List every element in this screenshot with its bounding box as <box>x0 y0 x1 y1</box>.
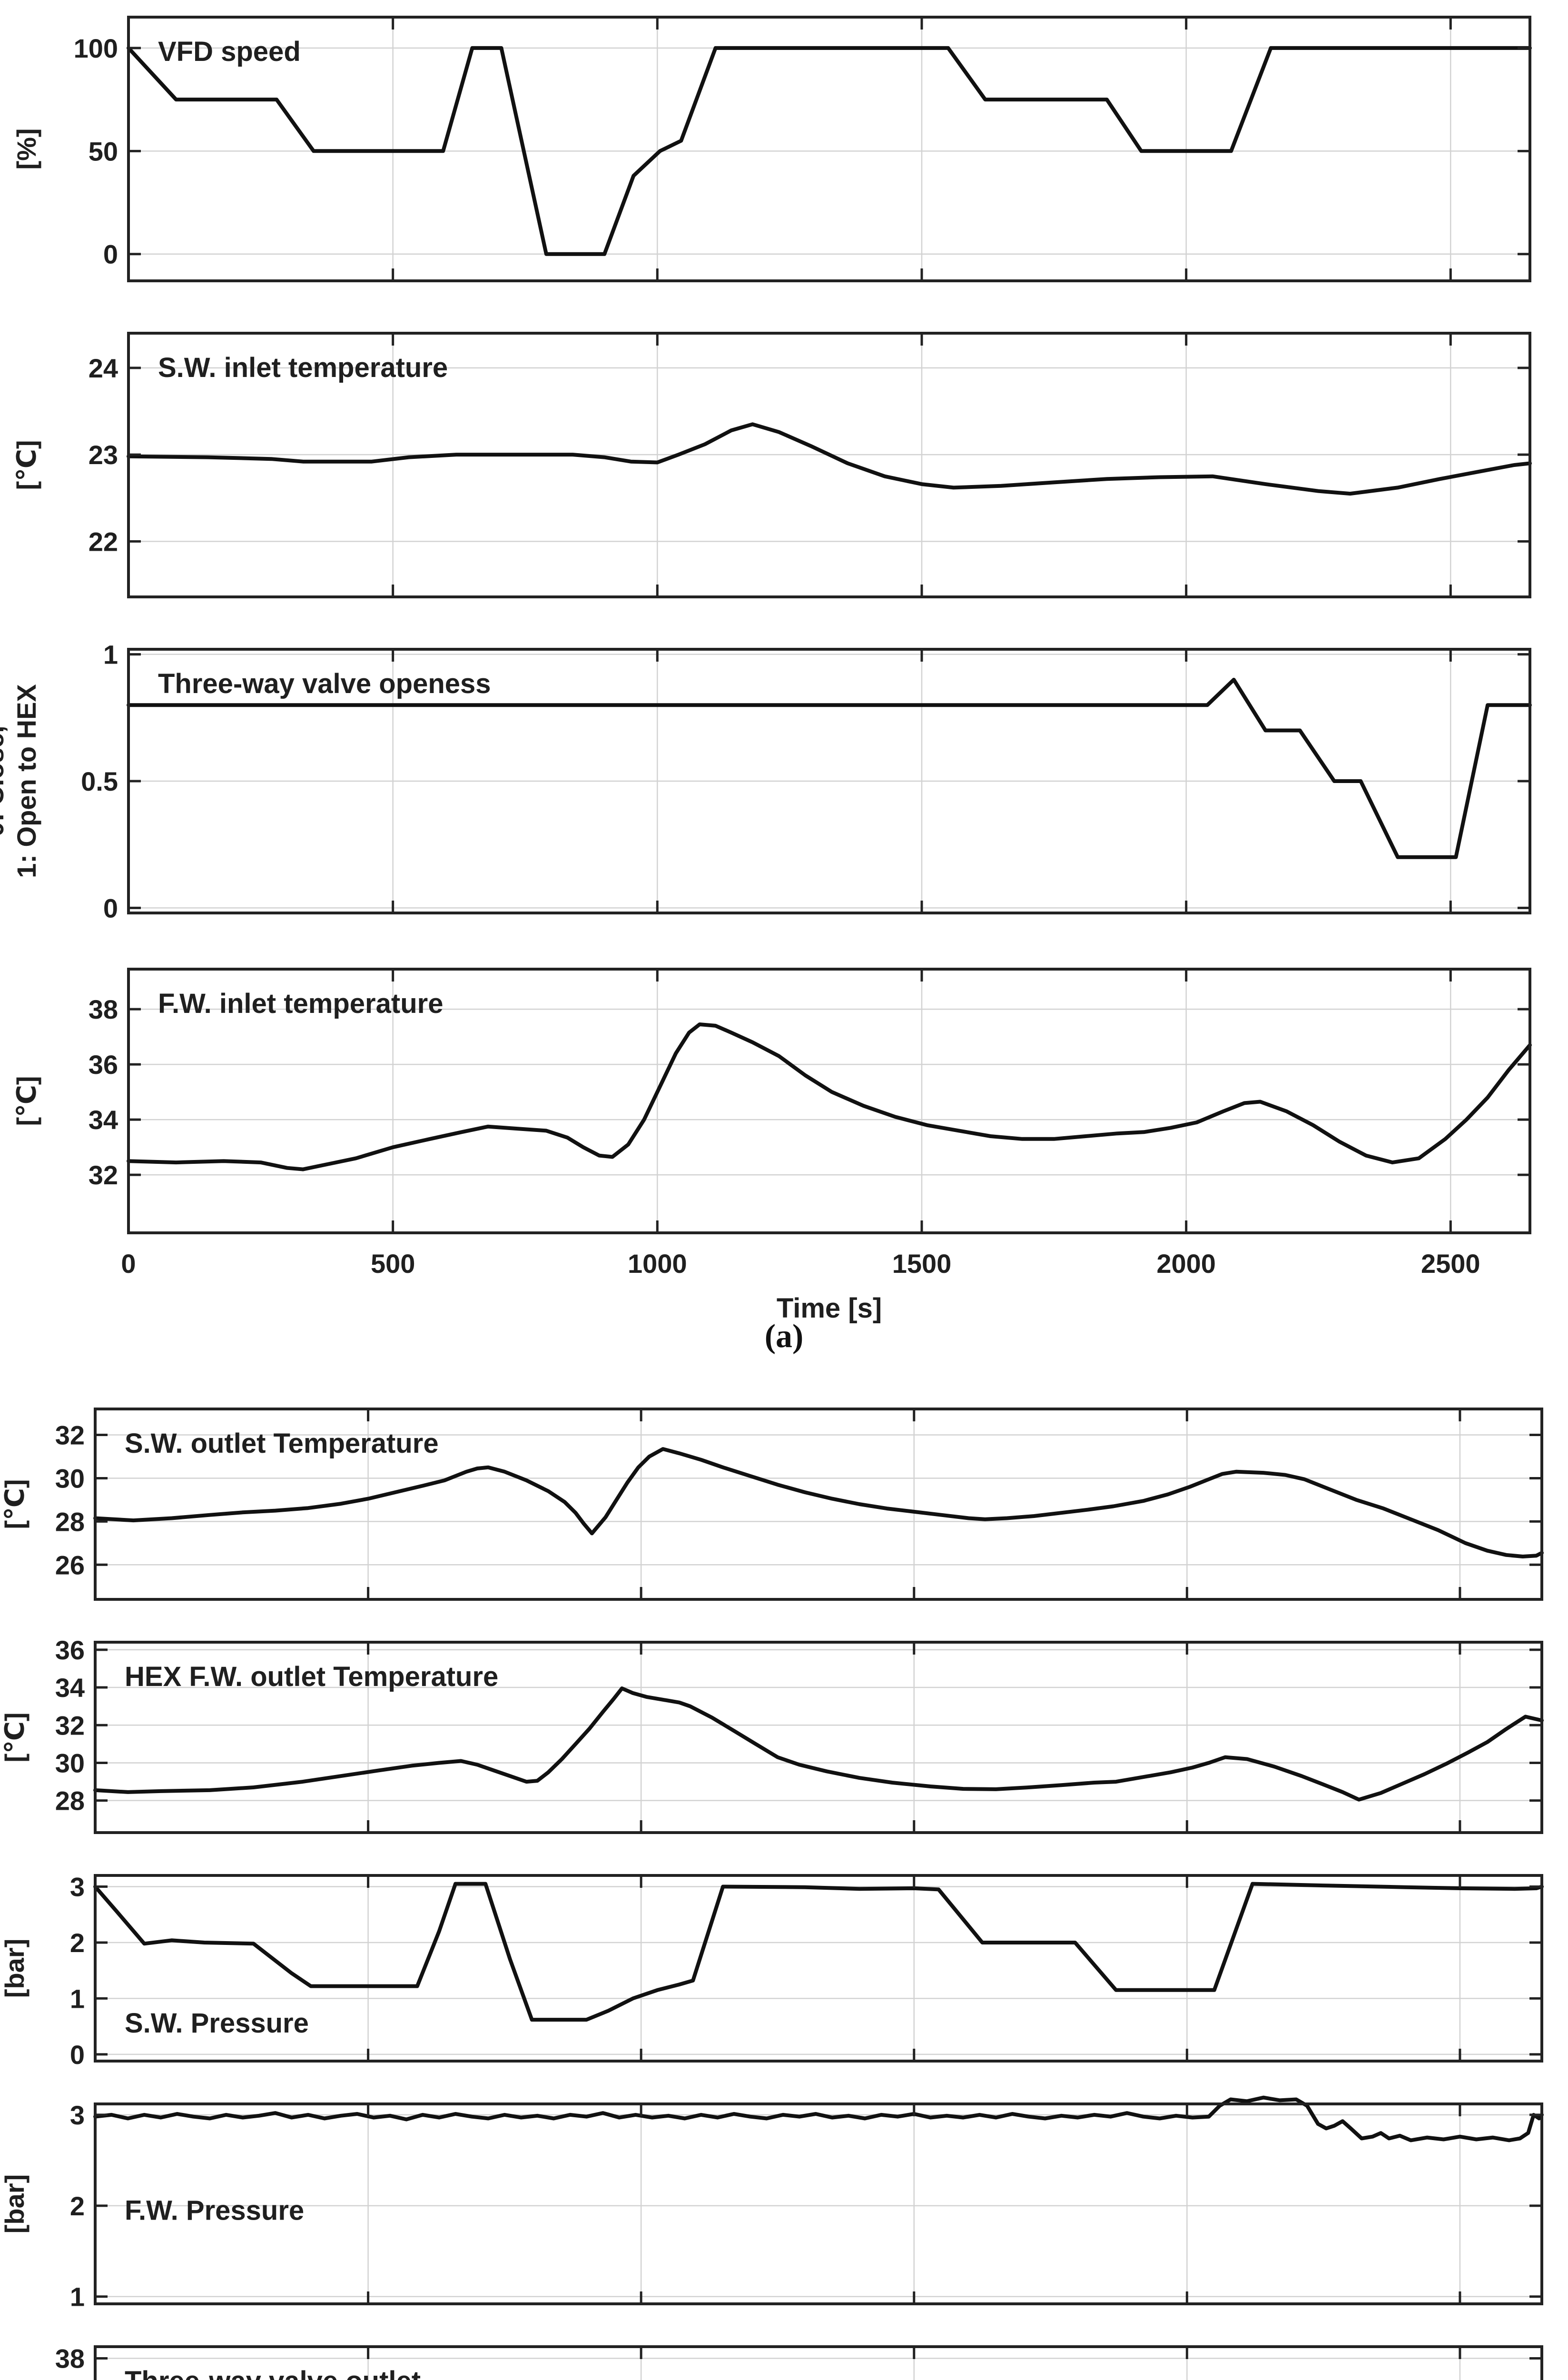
x-tick-label: 500 <box>371 1249 415 1279</box>
x-axis-label: Time [s] <box>777 1293 882 1324</box>
y-tick-label: 22 <box>89 526 118 556</box>
y-tick-label: 30 <box>55 1748 85 1778</box>
sw-inlet-temperature-title: S.W. inlet temperature <box>158 352 448 383</box>
hex-fw-outlet-temperature-title: HEX F.W. outlet Temperature <box>125 1661 498 1692</box>
y-axis-label: [bar] <box>0 1939 30 1998</box>
y-tick-label: 32 <box>55 1420 85 1450</box>
x-tick-label: 1500 <box>892 1249 952 1279</box>
y-tick-label: 1 <box>70 1983 85 2013</box>
y-axis-label: [℃] <box>11 440 41 490</box>
y-tick-label: 0 <box>103 893 118 923</box>
y-tick-label: 50 <box>89 136 118 166</box>
y-tick-label: 2 <box>70 2191 85 2221</box>
y-axis-label: [℃] <box>0 1479 30 1529</box>
hex-fw-outlet-temperature-axes-box <box>94 1641 1543 1834</box>
y-tick-label: 0 <box>103 239 118 269</box>
vfd-speed-axes-box <box>127 16 1531 282</box>
y-tick-label: 23 <box>89 440 118 470</box>
x-tick-label: 1000 <box>628 1249 687 1279</box>
y-tick-label: 100 <box>74 33 118 63</box>
y-tick-label: 1 <box>103 640 118 670</box>
y-tick-label: 36 <box>55 1635 85 1665</box>
y-axis-label: 1: Open to HEX <box>11 684 41 878</box>
fw-inlet-temperature-axes-box <box>127 968 1531 1234</box>
sw-outlet-temperature-title: S.W. outlet Temperature <box>125 1428 439 1459</box>
y-tick-label: 34 <box>89 1105 118 1135</box>
y-tick-label: 28 <box>55 1507 85 1537</box>
y-tick-label: 0.5 <box>81 766 118 796</box>
fw-pressure-axes-box <box>94 2102 1543 2305</box>
sw-pressure-series-line <box>93 1882 1544 2022</box>
sw-inlet-temperature-series-line <box>127 422 1532 496</box>
panel-a-caption: (a) <box>764 1318 804 1355</box>
fw-pressure-plot-area <box>95 2104 1542 2304</box>
three-way-valve-outlet-fw-temperature-axes-box <box>94 2345 1543 2380</box>
fw-inlet-temperature-title: F.W. inlet temperature <box>158 988 443 1019</box>
three-way-valve-openess-title: Three-way valve openess <box>158 668 491 699</box>
y-axis-label: [%] <box>11 128 41 169</box>
fw-pressure-series-line <box>93 2095 1544 2142</box>
y-axis-label: 0: Close, <box>0 725 9 836</box>
sw-inlet-temperature-plot-area <box>128 333 1530 597</box>
y-tick-label: 2 <box>70 1928 85 1958</box>
x-tick-label: 2000 <box>1156 1249 1216 1279</box>
fw-inlet-temperature-plot-area <box>128 969 1530 1233</box>
y-tick-label: 24 <box>89 353 118 383</box>
y-tick-label: 3 <box>70 2100 85 2130</box>
sw-pressure-axes-box <box>94 1874 1543 2063</box>
fw-inlet-temperature-series-line <box>127 1022 1532 1171</box>
y-tick-label: 1 <box>70 2282 85 2312</box>
fw-pressure-title: F.W. Pressure <box>125 2195 304 2226</box>
y-tick-label: 38 <box>89 994 118 1024</box>
vfd-speed-plot-area <box>128 17 1530 281</box>
y-axis-label: [℃] <box>11 1076 41 1126</box>
sw-outlet-temperature-axes-box <box>94 1408 1543 1601</box>
y-tick-label: 28 <box>55 1786 85 1816</box>
y-tick-label: 3 <box>70 1872 85 1902</box>
x-tick-label: 2500 <box>1421 1249 1480 1279</box>
y-tick-label: 30 <box>55 1463 85 1493</box>
sw-pressure-title: S.W. Pressure <box>125 2008 309 2039</box>
hex-fw-outlet-temperature-series-line <box>93 1686 1544 1802</box>
y-tick-label: 34 <box>55 1673 85 1703</box>
sw-pressure-plot-area <box>95 1875 1542 2061</box>
vfd-speed-series-line <box>127 46 1532 256</box>
x-tick-label: 0 <box>121 1249 136 1279</box>
y-tick-label: 38 <box>55 2344 85 2374</box>
y-tick-label: 0 <box>70 2040 85 2070</box>
y-axis-label: [bar] <box>0 2174 30 2233</box>
three-way-valve-outlet-fw-temperature-title: Three-way valve outlet <box>125 2366 421 2380</box>
y-tick-label: 32 <box>89 1160 118 1190</box>
sw-outlet-temperature-series-line <box>93 1447 1544 1558</box>
sw-inlet-temperature-axes-box <box>127 332 1531 598</box>
three-way-valve-openess-series-line <box>127 677 1532 859</box>
three-way-valve-outlet-fw-temperature-plot-area <box>95 2347 1542 2380</box>
y-tick-label: 36 <box>89 1050 118 1080</box>
y-axis-label: [℃] <box>0 1712 30 1762</box>
y-tick-label: 26 <box>55 1550 85 1580</box>
vfd-speed-title: VFD speed <box>158 36 301 67</box>
y-tick-label: 32 <box>55 1710 85 1740</box>
